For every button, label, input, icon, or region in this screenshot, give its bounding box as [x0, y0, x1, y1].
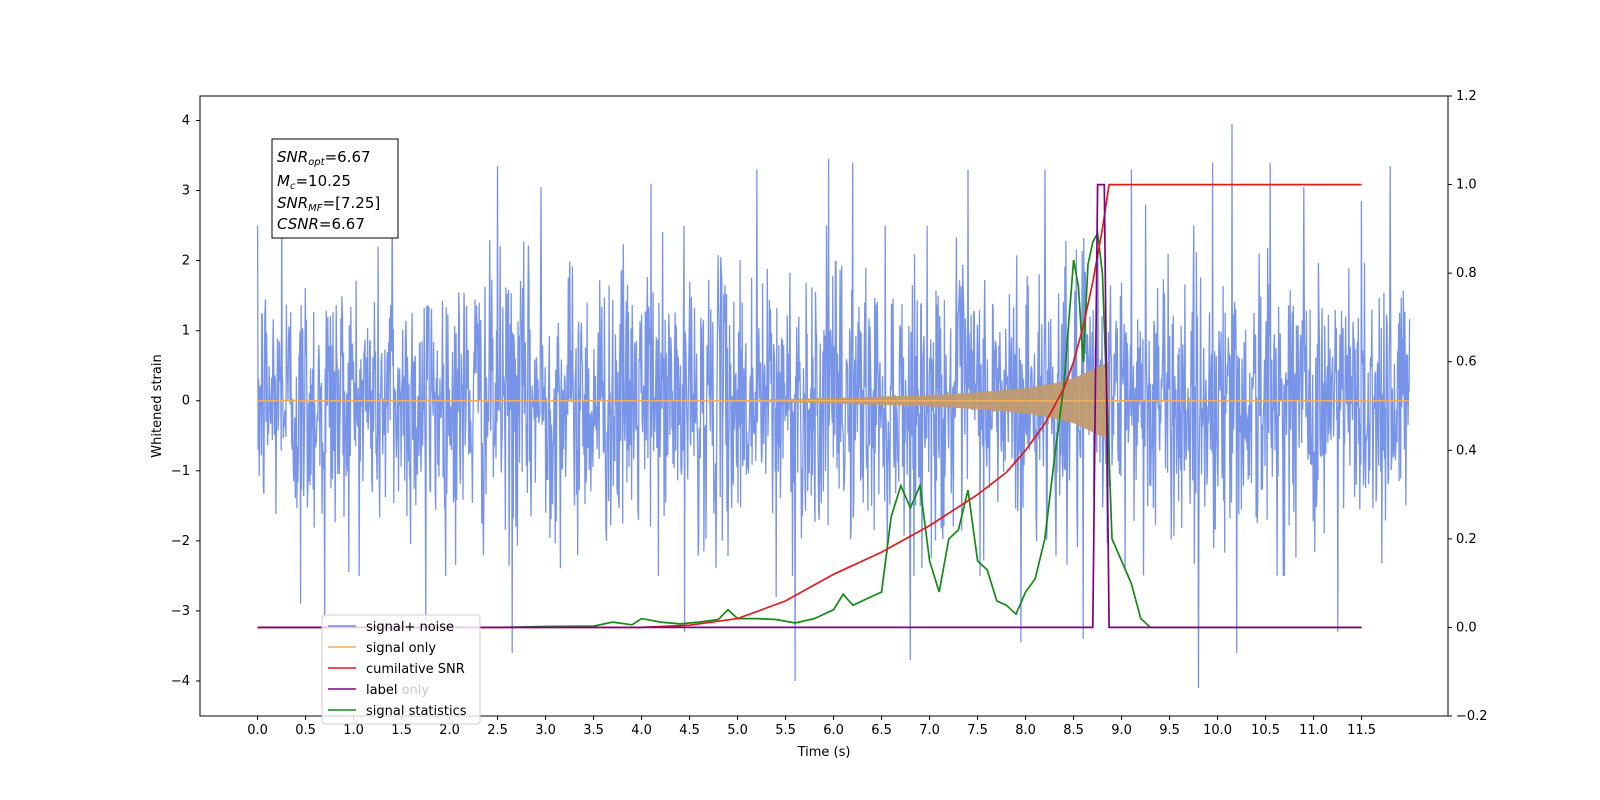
- noise-trace: [256, 123, 1411, 689]
- x-axis: 0.0 0.5 1.0 1.5 2.0 2.5 3.0 3.5 4.0 4.5 5.0 5.5 6.0 6…: [247, 716, 1376, 738]
- x-tick-label: 5.0: [727, 723, 748, 738]
- x-tick-label: 7.0: [919, 723, 940, 738]
- y-axis-label-left: Whitened strain: [150, 354, 165, 457]
- x-tick-label: 10.0: [1203, 723, 1232, 738]
- x-tick-label: 3.5: [583, 723, 604, 738]
- y-axis-left: 4 3 2 1 0 −1 −2 −3 −4: [171, 114, 200, 689]
- y-right-tick-label: 0.6: [1456, 355, 1477, 370]
- legend-label-cumulative-snr: cumilative SNR: [366, 662, 465, 677]
- x-axis-label: Time (s): [797, 745, 851, 760]
- x-tick-label: 8.5: [1063, 723, 1084, 738]
- x-tick-label: 11.0: [1299, 723, 1328, 738]
- plot-area: [256, 123, 1411, 689]
- legend-label-signal-statistics: signal statistics: [366, 704, 467, 719]
- y-right-tick-label: 0.4: [1456, 443, 1477, 458]
- y-right-tick-label: 1.0: [1456, 178, 1477, 193]
- x-tick-label: 0.0: [247, 723, 268, 738]
- annotation-chirp-mass: Mc=10.25: [277, 172, 351, 192]
- annotation-snr-mf: SNRMF=[7.25]: [277, 194, 380, 214]
- y-left-tick-label: −4: [171, 674, 190, 689]
- cumulative-snr-line: [257, 183, 1362, 629]
- annotation-snr-opt: SNRopt=6.67: [277, 148, 371, 168]
- y-left-tick-label: −1: [171, 464, 190, 479]
- x-tick-label: 4.5: [679, 723, 700, 738]
- x-tick-label: 4.0: [631, 723, 652, 738]
- x-tick-label: 1.5: [391, 723, 412, 738]
- x-tick-label: 2.5: [487, 723, 508, 738]
- annotation-box: SNRopt=6.67 Mc=10.25 SNRMF=[7.25] CSNR=6…: [271, 138, 399, 239]
- x-tick-label: 2.0: [439, 723, 460, 738]
- annotation-frame: [271, 138, 399, 239]
- x-tick-label: 1.0: [343, 723, 364, 738]
- right-axis-series: [257, 183, 1362, 629]
- annotation-csnr: CSNR=6.67: [277, 215, 365, 233]
- y-left-tick-label: −3: [171, 604, 190, 619]
- x-tick-label: 11.5: [1347, 723, 1376, 738]
- x-tick-label: 10.5: [1251, 723, 1280, 738]
- legend-ghost-label-only: label only: [366, 683, 429, 698]
- label-line: [257, 183, 1362, 629]
- legend: signal+ noise signal only cumilative SNR…: [321, 614, 481, 725]
- y-left-tick-label: 3: [182, 184, 190, 199]
- y-right-tick-label: 0.2: [1456, 532, 1477, 547]
- y-right-tick-label: −0.2: [1456, 709, 1488, 724]
- signal-statistics-line: [257, 230, 1362, 629]
- series-signal-noise: [256, 123, 1411, 689]
- y-left-tick-label: 4: [182, 114, 190, 129]
- x-tick-label: 6.5: [871, 723, 892, 738]
- legend-label-signal-only: signal only: [366, 641, 436, 656]
- x-tick-label: 8.0: [1015, 723, 1036, 738]
- y-left-tick-label: 0: [182, 394, 190, 409]
- x-tick-label: 5.5: [775, 723, 796, 738]
- x-tick-label: 3.0: [535, 723, 556, 738]
- axes-frame: [199, 95, 1449, 717]
- x-tick-label: 9.0: [1111, 723, 1132, 738]
- y-left-tick-label: 1: [182, 324, 190, 339]
- series-signal-only: [257, 362, 1410, 440]
- legend-label-signal-noise: signal+ noise: [366, 620, 454, 635]
- y-left-tick-label: 2: [182, 254, 190, 269]
- y-right-tick-label: 0.8: [1456, 266, 1477, 281]
- legend-label-label: label: [366, 683, 397, 698]
- y-right-tick-label: 1.2: [1456, 89, 1477, 104]
- y-right-tick-label: 0.0: [1456, 620, 1477, 635]
- x-tick-label: 0.5: [295, 723, 316, 738]
- legend-frame: [321, 614, 481, 725]
- y-left-tick-label: −2: [171, 534, 190, 549]
- x-tick-label: 6.0: [823, 723, 844, 738]
- y-axis-right: 1.2 1.0 0.8 0.6 0.4 0.2 0.0 −0.2: [1448, 89, 1488, 724]
- x-tick-label: 7.5: [967, 723, 988, 738]
- x-tick-label: 9.5: [1159, 723, 1180, 738]
